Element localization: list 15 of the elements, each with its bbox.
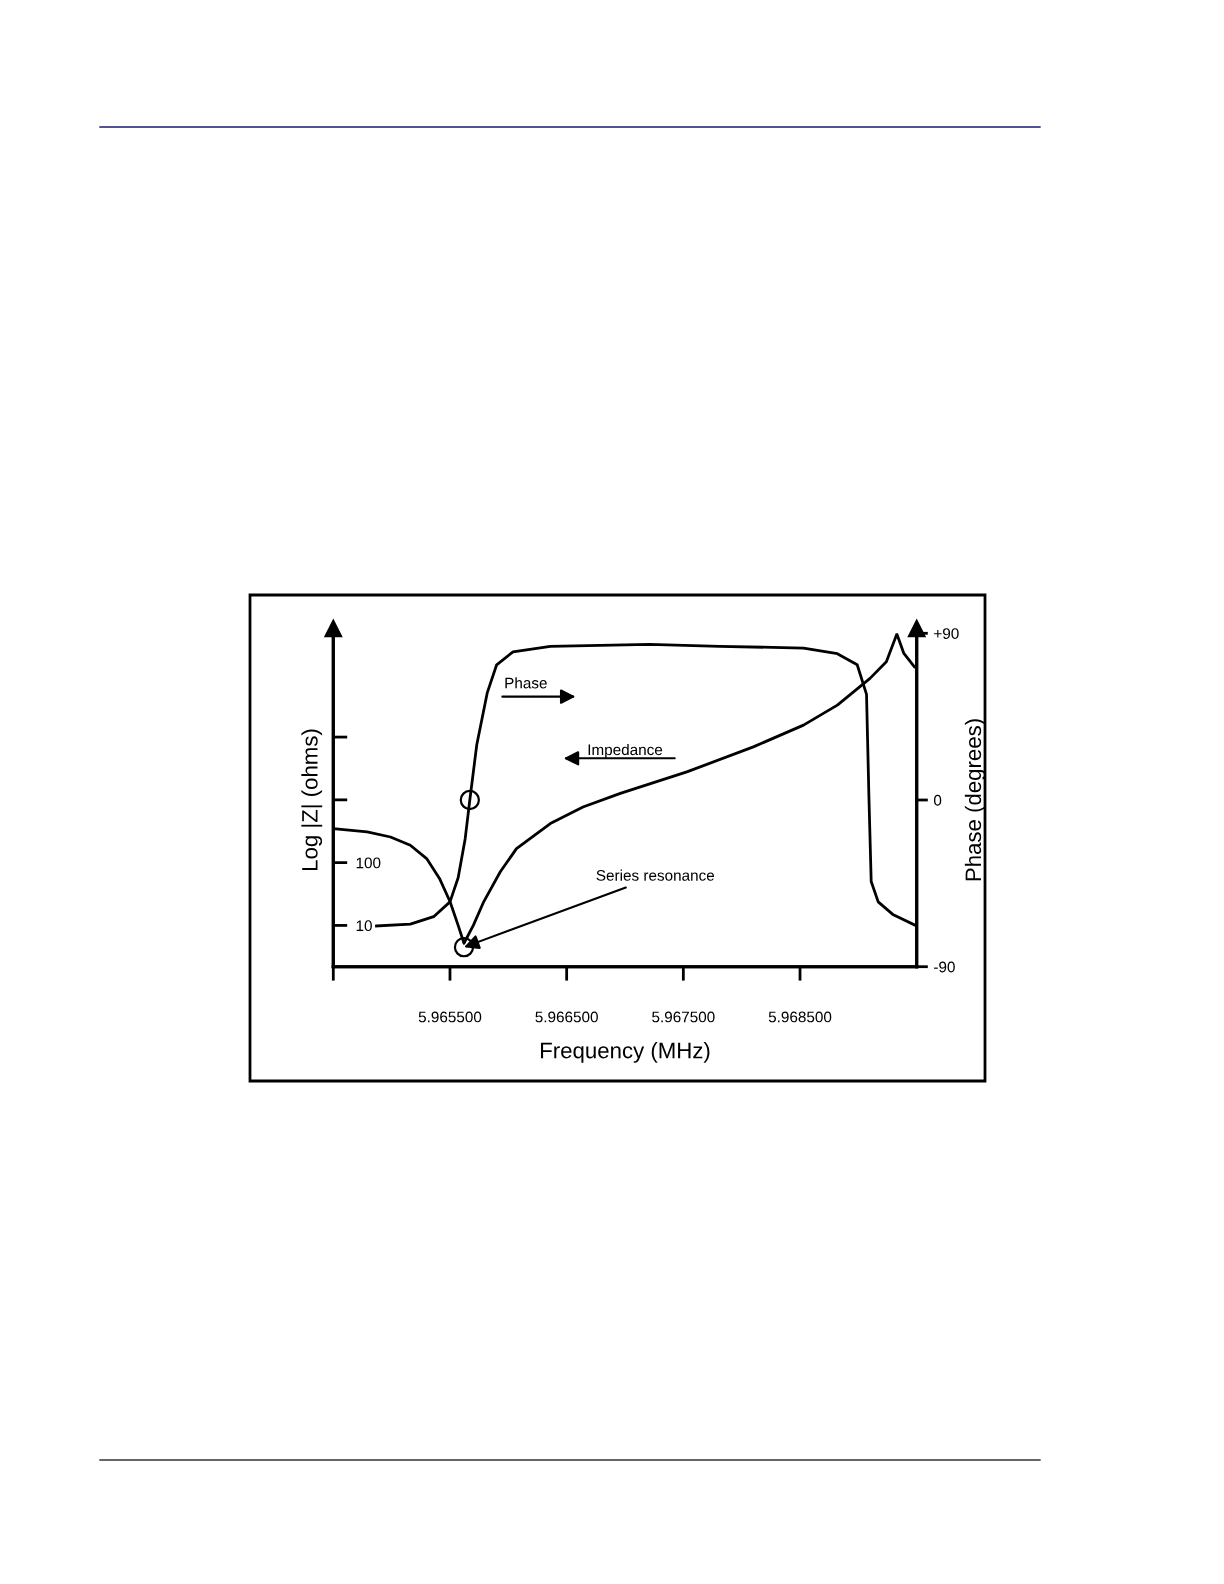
y-tick-label: 100: [356, 857, 381, 869]
annotation: Series resonance: [596, 869, 715, 881]
y2-tick-label: 0: [933, 794, 942, 806]
y-tick-label: 10: [356, 920, 372, 932]
y2-tick-label: +90: [934, 628, 959, 639]
y2-axis-title: Phase (degrees): [964, 719, 986, 881]
y-axis-title: Log |Z| (ohms): [301, 729, 323, 871]
x-tick-label: 5.965500: [418, 1011, 482, 1023]
x-tick-label: 5.968500: [768, 1011, 832, 1023]
annotation: Impedance: [588, 743, 663, 759]
y2-tick-label: -90: [934, 961, 955, 973]
x-tick-label: 5.967500: [652, 1011, 715, 1023]
annotation: Phase: [505, 677, 547, 689]
x-axis-title: Frequency (MHz): [541, 1042, 710, 1063]
x-tick-label: 5.966500: [535, 1011, 598, 1023]
